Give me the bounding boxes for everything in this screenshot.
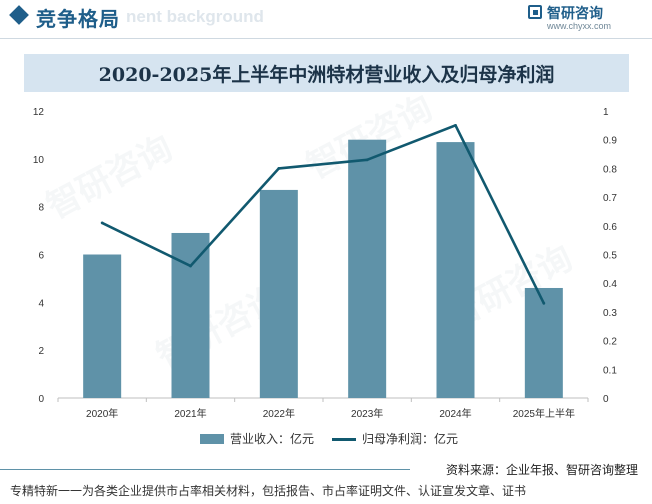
y-right-tick-label: 0.1 bbox=[603, 365, 617, 376]
x-tick-label: 2025年上半年 bbox=[513, 407, 575, 420]
y-right-tick-label: 0.5 bbox=[603, 251, 617, 262]
diamond-icon bbox=[9, 5, 29, 25]
logo-icon bbox=[528, 5, 542, 19]
chart-title-band: 2020-2025年上半年中洲特材营业收入及归母净利润 bbox=[24, 54, 629, 92]
y-right-tick-label: 0.4 bbox=[603, 279, 617, 290]
legend-bar-swatch bbox=[200, 434, 224, 444]
y-left-tick-label: 6 bbox=[38, 251, 44, 262]
line-point-net-profit bbox=[542, 301, 546, 305]
footer-note: 专精特新一一为各类企业提供市占率相关材料，包括报告、市占率证明文件、认证宣发文章… bbox=[10, 484, 527, 498]
line-point-net-profit bbox=[277, 167, 281, 170]
line-net-profit bbox=[101, 124, 545, 304]
y-left-tick-label: 0 bbox=[38, 394, 44, 405]
header-divider bbox=[0, 38, 652, 39]
combo-chart: 0 2 4 6 8 10 12 0 0.1 0.2 0.3 0.4 0.5 0.6 0.7 0.8 0.9 1 2… bbox=[33, 107, 617, 420]
logo-name: 智研咨询 bbox=[547, 5, 603, 21]
y-left-tick-label: 12 bbox=[33, 107, 45, 118]
bar-revenue bbox=[524, 287, 563, 398]
legend-label-profit: 归母净利润：亿元 bbox=[362, 432, 459, 446]
line-point-net-profit bbox=[100, 221, 104, 225]
line-point-net-profit bbox=[189, 264, 192, 268]
x-tick-label: 2023年 bbox=[351, 407, 383, 420]
chart-title: 2020-2025年上半年中洲特材营业收入及归母净利润 bbox=[98, 63, 555, 86]
y-right-tick-label: 0.3 bbox=[603, 308, 617, 319]
legend-line-swatch bbox=[332, 438, 356, 441]
y-right-tick-label: 0.6 bbox=[603, 222, 617, 233]
brand-logo: 智研咨询 www.chyxx.com bbox=[528, 5, 638, 35]
y-left-tick-label: 4 bbox=[38, 298, 44, 309]
source-divider bbox=[0, 469, 410, 470]
bar-revenue bbox=[171, 232, 210, 398]
x-tick-label: 2024年 bbox=[439, 407, 471, 420]
line-point-net-profit bbox=[454, 123, 457, 127]
y-left-tick-label: 10 bbox=[33, 155, 45, 166]
y-right-tick-label: 1 bbox=[603, 107, 609, 118]
x-tick-label: 2020年 bbox=[86, 407, 118, 420]
y-right-tick-label: 0.7 bbox=[603, 193, 617, 204]
header: nent background 竞争格局 智研咨询 www.chyxx.com bbox=[0, 0, 652, 36]
bar-revenue bbox=[259, 189, 298, 398]
y-left-tick-label: 8 bbox=[38, 203, 44, 214]
logo-url: www.chyxx.com bbox=[547, 21, 612, 31]
y-left-tick-label: 2 bbox=[38, 346, 44, 357]
x-tick-label: 2021年 bbox=[174, 407, 206, 420]
y-right-tick-label: 0.2 bbox=[603, 337, 617, 348]
legend: 营业收入：亿元 归母净利润：亿元 bbox=[0, 430, 652, 448]
bar-revenue bbox=[348, 139, 387, 398]
line-point-net-profit bbox=[365, 158, 369, 162]
y-right-tick-label: 0 bbox=[603, 394, 609, 405]
y-right-tick-label: 0.8 bbox=[603, 164, 617, 175]
section-title: 竞争格局 bbox=[36, 9, 120, 31]
bar-revenue bbox=[83, 254, 122, 398]
y-right-tick-label: 0.9 bbox=[603, 136, 617, 147]
legend-label-revenue: 营业收入：亿元 bbox=[230, 432, 315, 446]
bar-revenue bbox=[436, 142, 475, 398]
x-tick-label: 2022年 bbox=[263, 407, 295, 420]
source-note: 资料来源：企业年报、智研咨询整理 bbox=[445, 463, 638, 477]
header-ghost-text: nent background bbox=[126, 7, 264, 26]
